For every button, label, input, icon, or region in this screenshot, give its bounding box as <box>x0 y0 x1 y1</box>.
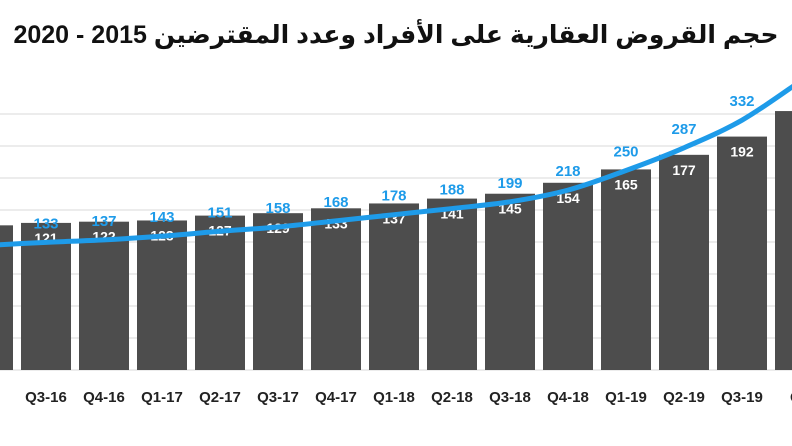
x-tick-label: Q2-17 <box>199 389 241 406</box>
line-value-label: 287 <box>671 121 696 138</box>
bar-Q1-17 <box>137 220 187 370</box>
line-value-label: 168 <box>323 194 348 211</box>
x-tick-label: Q4-16 <box>83 389 125 406</box>
bar-Q4-18 <box>543 182 593 370</box>
x-tick-label: Q1-19 <box>605 389 647 406</box>
line-value-label: 332 <box>729 93 754 110</box>
bar-Q4-19 <box>775 111 792 370</box>
line-value-label: 143 <box>149 209 174 226</box>
bar-Q3-19 <box>717 136 767 370</box>
bar-value-label: 177 <box>672 162 696 178</box>
line-value-label: 158 <box>265 200 290 217</box>
line-value-label: 218 <box>555 163 580 180</box>
x-tick-label: Q1-17 <box>141 389 183 406</box>
line-value-label: 250 <box>613 143 638 160</box>
line-value-label: 151 <box>207 204 232 221</box>
x-tick-label: Q3-19 <box>721 389 763 406</box>
x-tick-label: Q2-19 <box>663 389 705 406</box>
line-series-path <box>0 83 792 248</box>
x-tick-label: Q4-18 <box>547 389 589 406</box>
line-value-label: 178 <box>381 188 406 205</box>
bar-Q2-16 <box>0 225 13 370</box>
line-value-label: 137 <box>91 213 116 230</box>
bar-Q1-19 <box>601 169 651 370</box>
bar-Q3-18 <box>485 193 535 370</box>
bar-Q2-17 <box>195 215 245 370</box>
bar-value-label: 192 <box>730 144 754 160</box>
bar-Q1-18 <box>369 203 419 370</box>
bar-Q3-16 <box>21 222 71 370</box>
x-tick-label: Q3-17 <box>257 389 299 406</box>
x-tick-label: Q2-18 <box>431 389 473 406</box>
bar-Q2-18 <box>427 198 477 370</box>
x-tick-label: Q1-18 <box>373 389 415 406</box>
x-tick-label: Q4 <box>790 389 792 406</box>
line-value-label: 133 <box>33 215 58 232</box>
chart-title: حجم القروض العقارية على الأفراد وعدد الم… <box>13 21 779 49</box>
x-tick-label: Q4-17 <box>315 389 357 406</box>
bar-Q4-17 <box>311 208 361 370</box>
bar-value-label: 165 <box>614 176 638 192</box>
bar-Q2-19 <box>659 154 709 370</box>
bar-Q3-17 <box>253 213 303 370</box>
line-value-label: 199 <box>497 175 522 192</box>
bar-Q4-16 <box>79 221 129 370</box>
line-value-label: 188 <box>439 182 464 199</box>
x-tick-label: Q3-16 <box>25 389 67 406</box>
x-tick-label: Q3-18 <box>489 389 531 406</box>
